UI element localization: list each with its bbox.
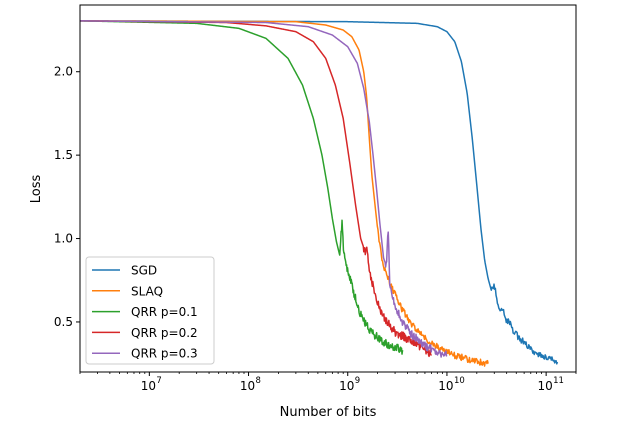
x-tick-base: 10 xyxy=(537,379,552,393)
x-tick-exponent: 8 xyxy=(256,376,261,386)
legend-label: SLAQ xyxy=(131,284,163,298)
legend-label: QRR p=0.3 xyxy=(131,347,198,361)
y-tick-label: 1.5 xyxy=(54,148,73,162)
x-tick-label: 10 10 xyxy=(438,376,464,393)
x-tick-exponent: 7 xyxy=(156,376,161,386)
legend-box xyxy=(85,256,215,365)
x-tick-label: 10 11 xyxy=(537,376,563,393)
x-tick-label: 10 9 xyxy=(339,376,360,393)
y-tick-label: 1.0 xyxy=(54,232,73,246)
x-tick-label: 10 8 xyxy=(240,376,261,393)
x-axis-label: Number of bits xyxy=(280,405,377,420)
series-line-qrr-p-0-3 xyxy=(80,20,448,358)
legend-label: QRR p=0.2 xyxy=(131,326,198,340)
legend-label: SGD xyxy=(131,264,157,278)
x-tick-exponent: 11 xyxy=(553,376,564,386)
plot-frame xyxy=(79,4,577,373)
x-tick-base: 10 xyxy=(141,379,156,393)
x-tick-label: 10 7 xyxy=(141,376,162,393)
x-tick-exponent: 9 xyxy=(355,376,360,386)
series-layer xyxy=(80,20,559,367)
x-tick-base: 10 xyxy=(240,379,255,393)
y-tick-label: 0.5 xyxy=(54,315,73,329)
x-tick-base: 10 xyxy=(438,379,453,393)
y-tick-label: 2.0 xyxy=(54,65,73,79)
legend: SGD SLAQ QRR p=0.1 QRR p=0.2 QRR p=0.3 xyxy=(85,256,215,365)
y-axis-label: Loss xyxy=(29,175,44,204)
x-tick-base: 10 xyxy=(339,379,354,393)
x-tick-exponent: 10 xyxy=(454,376,465,386)
axes-layer: 10 7 10 8 10 9 10 10 10 110.51.01.52.0 xyxy=(54,65,577,393)
legend-label: QRR p=0.1 xyxy=(131,305,198,319)
